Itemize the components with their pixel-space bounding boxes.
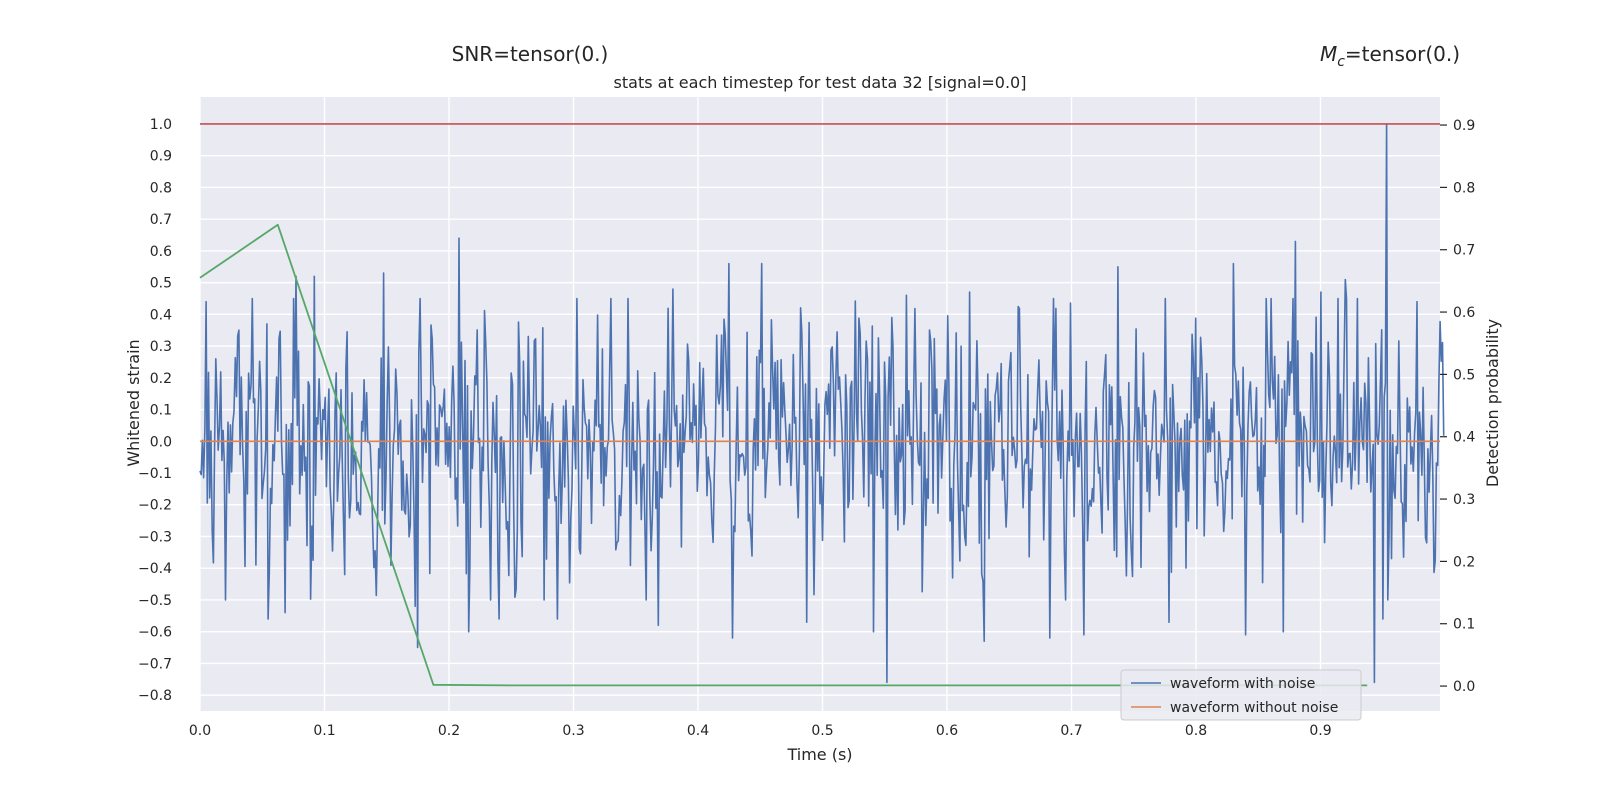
y-left-tick-label: 0.9 bbox=[150, 149, 172, 165]
legend-box bbox=[1120, 669, 1362, 721]
y-left-tick-label: −0.1 bbox=[138, 466, 172, 482]
y-left-tick-label: −0.5 bbox=[138, 593, 172, 609]
legend-entry-clean: waveform without noise bbox=[1170, 700, 1338, 716]
y-left-tick-label: 0.0 bbox=[150, 434, 172, 450]
y-left-tick-label: −0.2 bbox=[138, 498, 172, 514]
x-tick-label: 0.4 bbox=[687, 723, 709, 739]
legend: waveform with noise waveform without noi… bbox=[1120, 669, 1362, 721]
y-right-tick-label: 0.6 bbox=[1453, 305, 1475, 321]
y-left-tick-label: 0.8 bbox=[150, 180, 172, 196]
x-tick-label: 0.9 bbox=[1309, 723, 1331, 739]
chart-title: stats at each timestep for test data 32 … bbox=[614, 73, 1027, 92]
y-right-tick-label: 0.5 bbox=[1453, 367, 1475, 383]
x-tick-label: 0.0 bbox=[189, 723, 211, 739]
y-left-tick-label: 0.2 bbox=[150, 371, 172, 387]
x-tick-label: 0.1 bbox=[313, 723, 335, 739]
y-right-tick-label: 0.1 bbox=[1453, 617, 1475, 633]
y-left-tick-label: 0.3 bbox=[150, 339, 172, 355]
plot-area bbox=[200, 97, 1440, 711]
y-right-tick-label: 0.7 bbox=[1453, 243, 1475, 259]
y-right-tick-label: 0.8 bbox=[1453, 180, 1475, 196]
x-tick-label: 0.5 bbox=[811, 723, 833, 739]
mc-annotation-symbol: M bbox=[1320, 42, 1337, 66]
mc-annotation-subscript: c bbox=[1337, 54, 1345, 70]
y-left-tick-label: 0.4 bbox=[150, 307, 172, 323]
y-left-tick-label: −0.4 bbox=[138, 561, 172, 577]
y-right-tick-label: 0.9 bbox=[1453, 118, 1475, 134]
x-tick-label: 0.6 bbox=[936, 723, 958, 739]
y-right-tick-label: 0.0 bbox=[1453, 679, 1475, 695]
y-right-tick-label: 0.2 bbox=[1453, 554, 1475, 570]
x-tick-label: 0.2 bbox=[438, 723, 460, 739]
x-tick-label: 0.3 bbox=[562, 723, 584, 739]
y-left-tick-label: 0.1 bbox=[150, 403, 172, 419]
x-tick-label: 0.8 bbox=[1185, 723, 1207, 739]
y-left-tick-label: 0.6 bbox=[150, 244, 172, 260]
y-left-tick-label: −0.8 bbox=[138, 688, 172, 704]
snr-annotation: SNR=tensor(0.) bbox=[452, 42, 609, 66]
x-axis-label: Time (s) bbox=[786, 745, 852, 764]
y-left-tick-label: −0.7 bbox=[138, 656, 172, 672]
y-right-tick-label: 0.3 bbox=[1453, 492, 1475, 508]
x-tick-label: 0.7 bbox=[1060, 723, 1082, 739]
series-line-noise bbox=[199, 123, 1445, 684]
legend-entry-noise: waveform with noise bbox=[1170, 676, 1315, 692]
tick-labels: 0.0 0.1 0.2 0.3 0.4 0.5 0.6 0.7 0.8 0.9 1.0 0.9 0.8 0… bbox=[138, 117, 1475, 739]
mc-annotation-value: =tensor(0.) bbox=[1345, 42, 1460, 66]
y-left-tick-label: 0.5 bbox=[150, 276, 172, 292]
y-right-tick-label: 0.4 bbox=[1453, 430, 1475, 446]
y-left-tick-label: −0.6 bbox=[138, 625, 172, 641]
y-left-tick-label: 0.7 bbox=[150, 212, 172, 228]
mc-annotation: Mc=tensor(0.) bbox=[1320, 42, 1460, 70]
y-axis-label-right: Detection probability bbox=[1483, 319, 1502, 487]
y-left-tick-label: 1.0 bbox=[150, 117, 172, 133]
y-axis-label-left: Whitened strain bbox=[124, 339, 143, 466]
y-left-tick-label: −0.3 bbox=[138, 529, 172, 545]
